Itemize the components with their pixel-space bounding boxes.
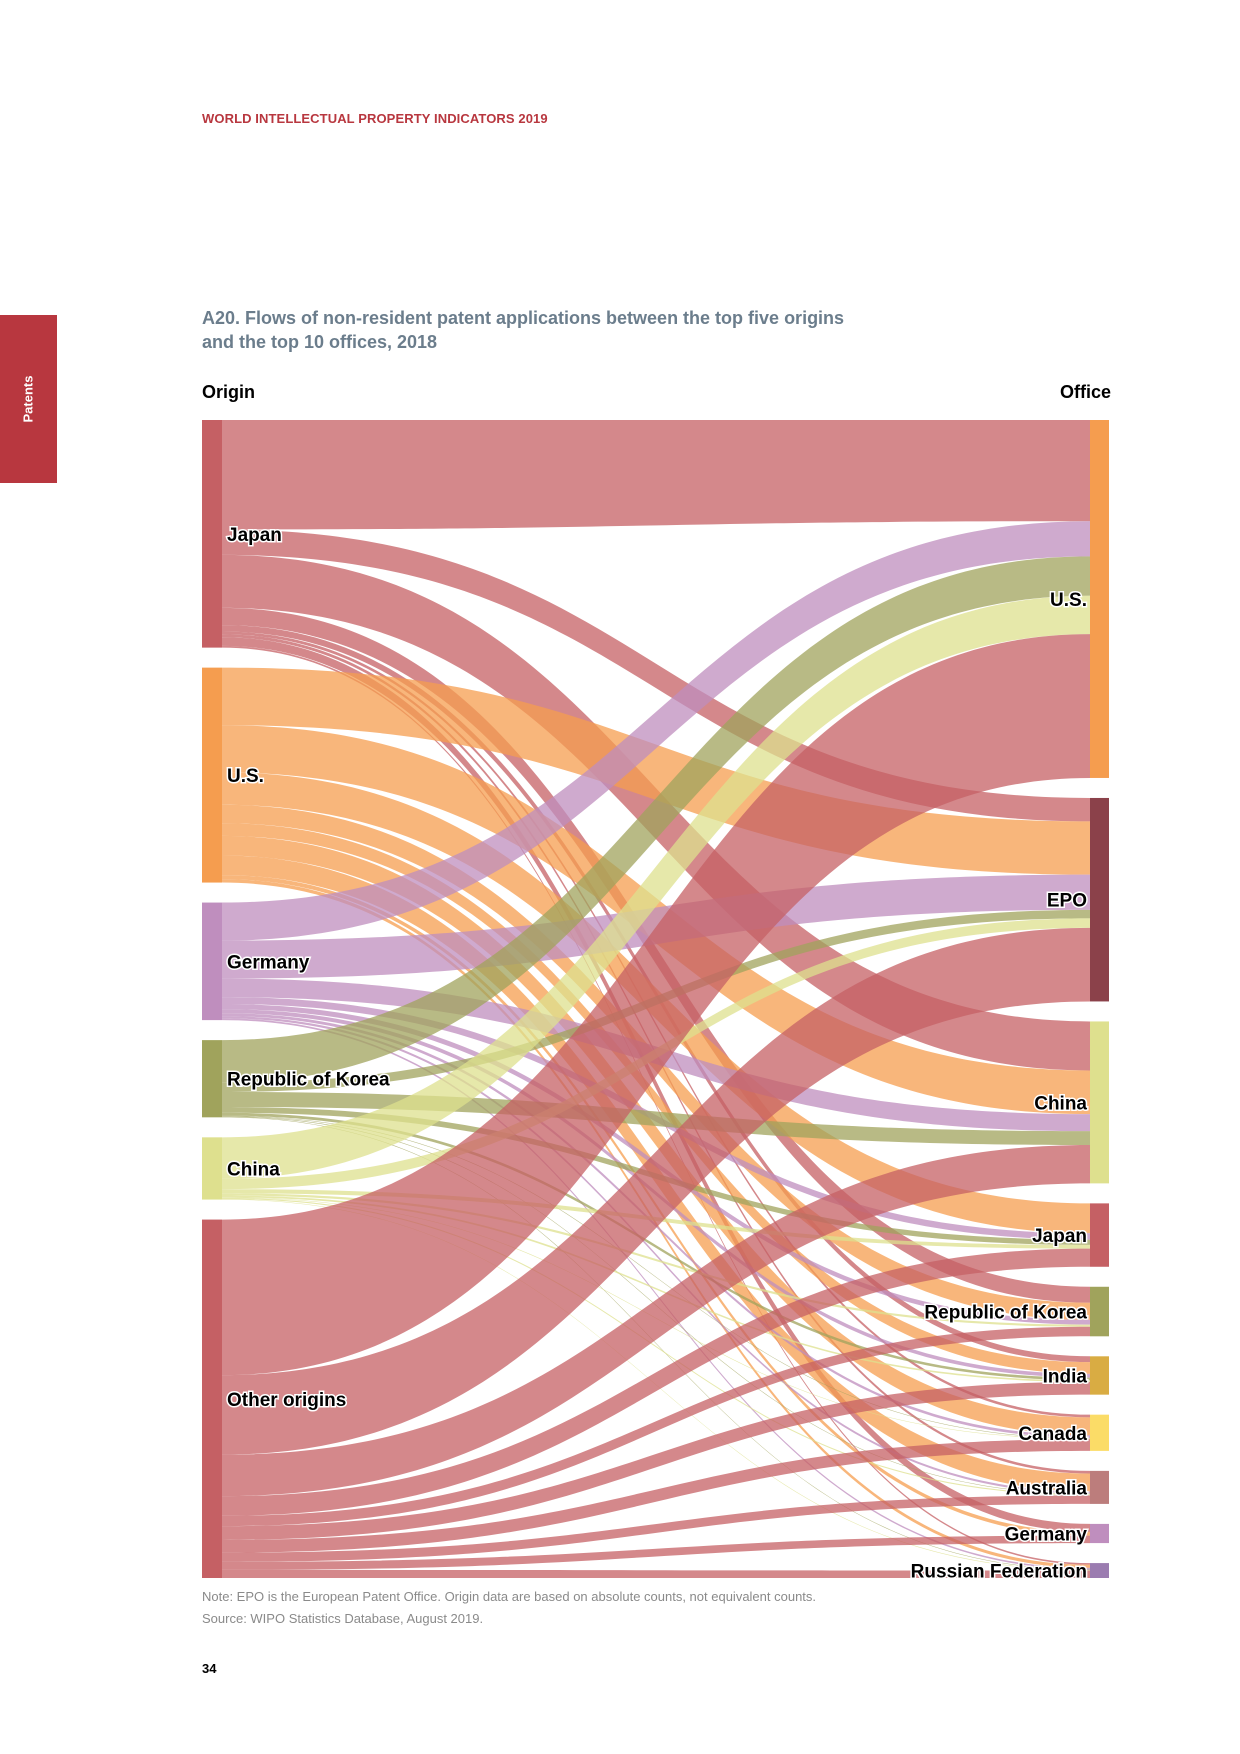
office-label-u-s: U.S.: [1050, 590, 1087, 611]
origin-heading: Origin: [202, 382, 255, 402]
flow-japan-to-russian-federation: [222, 645, 1090, 1565]
flow-other-origins-to-russian-federation: [222, 1569, 1090, 1578]
flow-japan-to-epo: [222, 529, 1090, 822]
flow-other-origins-to-epo: [222, 927, 1090, 1455]
office-node-epo: [1090, 797, 1109, 1002]
flow-republic-of-korea-to-india: [222, 1112, 1090, 1381]
flow-germany-to-u-s: [222, 521, 1090, 941]
chart-title-line-2: and the top 10 offices, 2018: [202, 332, 438, 352]
chart-title: A20. Flows of non-resident patent applic…: [202, 306, 922, 354]
origin-label-republic-of-korea: Republic of Korea: [227, 1070, 390, 1091]
flow-layer: [222, 420, 1090, 1578]
office-label-republic-of-korea: Republic of Korea: [924, 1303, 1087, 1324]
office-label-germany: Germany: [1005, 1524, 1088, 1545]
flow-other-origins-to-germany: [222, 1535, 1090, 1570]
label-layer: Japan U.S. Germany Republic of Korea China Ot…: [226, 523, 1089, 1584]
chart-title-line-1: A20. Flows of non-resident patent applic…: [202, 308, 845, 328]
flow-china-to-india: [222, 1195, 1090, 1382]
flow-japan-to-germany: [222, 637, 1090, 1532]
office-label-australia: Australia: [1006, 1478, 1088, 1499]
office-node-australia: [1090, 1470, 1109, 1504]
flow-other-origins-to-republic-of-korea: [222, 1326, 1090, 1527]
office-node-u-s: [1090, 420, 1109, 778]
flow-u-s-to-canada: [222, 835, 1090, 1436]
office-node-japan: [1090, 1203, 1109, 1267]
flow-china-to-australia: [222, 1197, 1090, 1496]
origin-node-republic-of-korea: [202, 1040, 222, 1118]
flow-other-origins-to-u-s: [222, 634, 1090, 1376]
note-line: Note: EPO is the European Patent Office.…: [202, 1589, 817, 1604]
origin-label-other-origins: Other origins: [227, 1390, 346, 1411]
flow-republic-of-korea-to-canada: [222, 1115, 1090, 1439]
source-line: Source: WIPO Statistics Database, August…: [202, 1611, 484, 1626]
office-label-india: India: [1043, 1366, 1088, 1387]
flow-other-origins-to-india: [222, 1381, 1090, 1540]
flow-other-origins-to-china: [222, 1145, 1090, 1497]
flow-other-origins-to-canada: [222, 1439, 1090, 1553]
chart-note: Note: EPO is the European Patent Office.…: [202, 1586, 816, 1630]
flow-other-origins-to-japan: [222, 1248, 1090, 1516]
origin-node-germany: [202, 902, 222, 1021]
office-label-china: China: [1034, 1093, 1087, 1114]
office-node-republic-of-korea: [1090, 1286, 1109, 1337]
flow-republic-of-korea-to-russian-federation: [222, 1116, 1090, 1571]
node-layer: [202, 420, 1109, 1578]
flow-other-origins-to-australia: [222, 1495, 1090, 1562]
office-label-japan: Japan: [1032, 1226, 1087, 1247]
flow-japan-to-u-s: [222, 420, 1090, 530]
origin-node-japan: [202, 420, 222, 648]
origin-label-china: China: [227, 1159, 280, 1180]
origin-label-japan: Japan: [227, 525, 282, 546]
origin-node-u-s: [202, 667, 222, 883]
office-node-china: [1090, 1021, 1109, 1184]
flow-u-s-to-india: [222, 823, 1090, 1374]
origin-label-u-s: U.S.: [227, 766, 264, 787]
page-number: 34: [202, 1661, 217, 1676]
origin-node-other-origins: [202, 1219, 222, 1578]
flow-germany-to-russian-federation: [222, 1018, 1090, 1570]
office-label-russian-federation: Russian Federation: [911, 1562, 1087, 1583]
section-tab: Patents: [0, 315, 57, 483]
origin-node-china: [202, 1137, 222, 1200]
office-node-india: [1090, 1356, 1109, 1395]
office-label-canada: Canada: [1018, 1424, 1087, 1445]
office-label-epo: EPO: [1047, 891, 1087, 912]
office-node-canada: [1090, 1414, 1109, 1451]
flow-china-to-u-s: [222, 595, 1090, 1179]
office-node-russian-federation: [1090, 1563, 1109, 1578]
office-heading: Office: [1059, 382, 1111, 402]
flow-republic-of-korea-to-u-s: [222, 556, 1090, 1083]
office-node-germany: [1090, 1523, 1109, 1544]
flow-germany-to-epo: [222, 874, 1090, 979]
origin-label-germany: Germany: [227, 952, 310, 973]
flow-germany-to-australia: [222, 1016, 1090, 1494]
flow-china-to-republic-of-korea: [222, 1193, 1090, 1327]
running-header: WORLD INTELLECTUAL PROPERTY INDICATORS 2…: [202, 111, 548, 126]
